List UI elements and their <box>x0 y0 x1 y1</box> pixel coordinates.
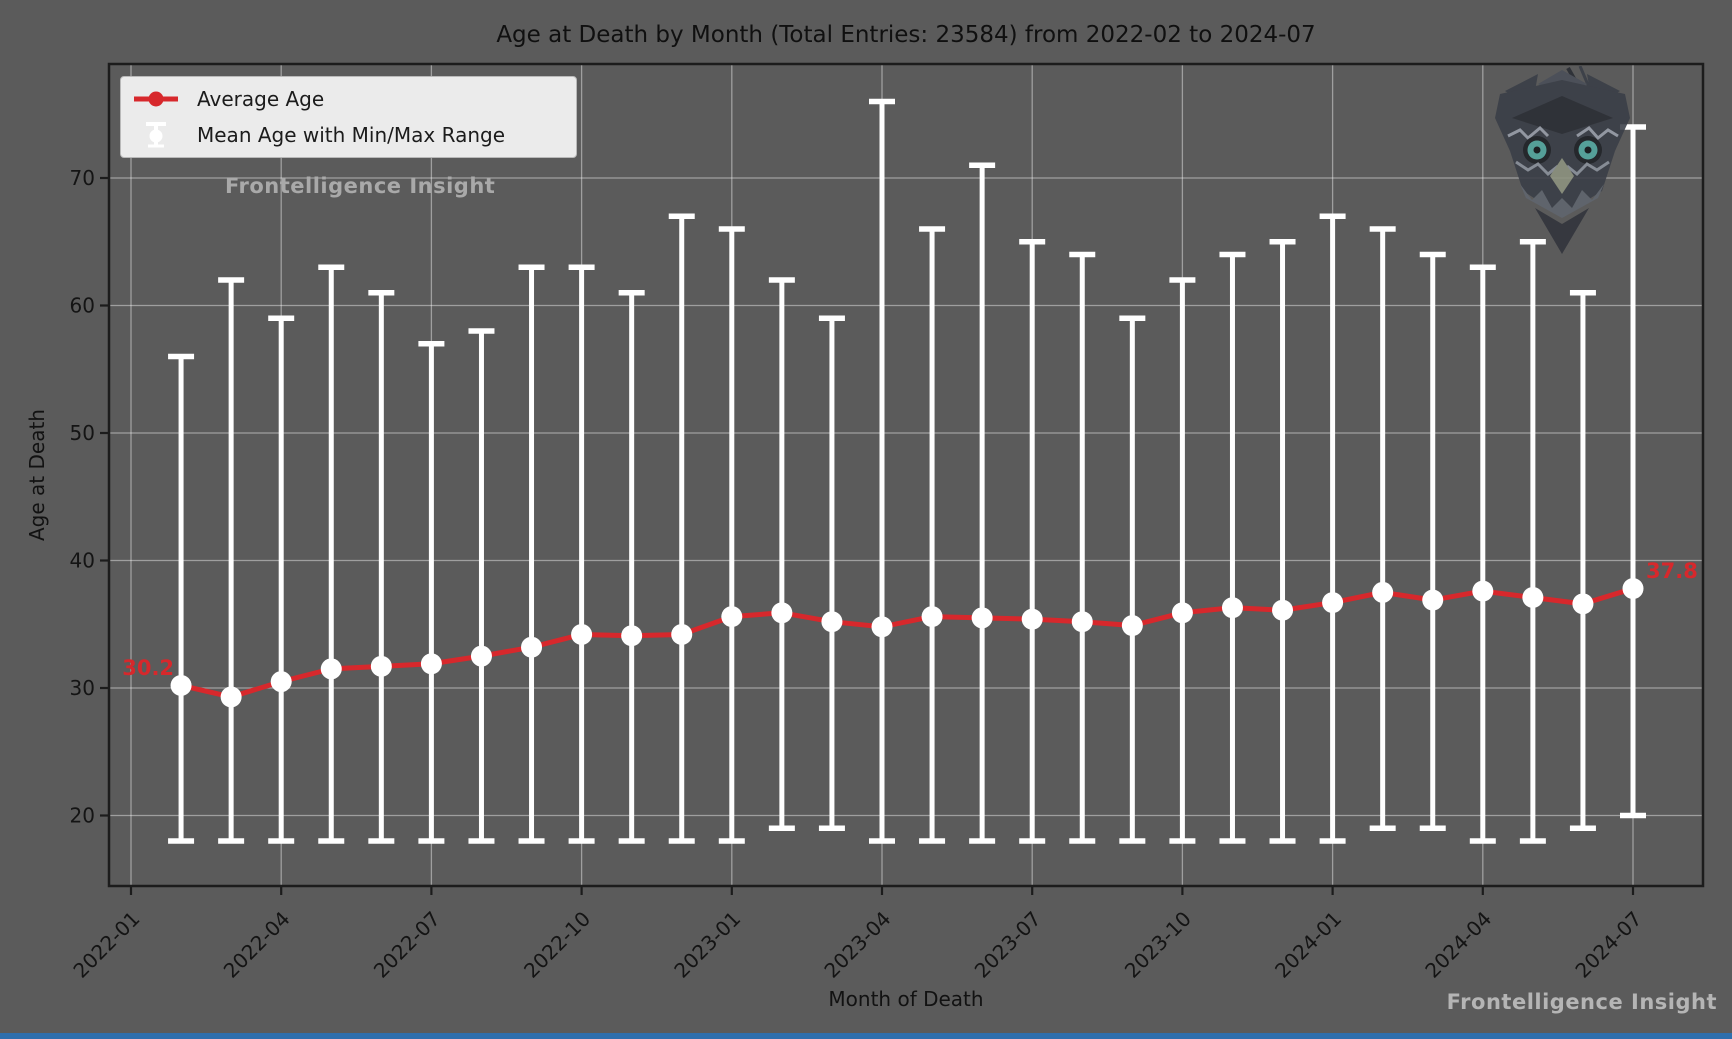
x-tick-label: 2023-07 <box>970 907 1046 983</box>
x-tick-label: 2024-01 <box>1270 907 1346 983</box>
x-tick-label: 2022-07 <box>369 907 445 983</box>
x-tick-label: 2023-01 <box>669 907 745 983</box>
y-tick-label: 30 <box>70 676 95 700</box>
first-point-annotation: 30.2 <box>122 656 174 680</box>
y-tick-label: 20 <box>70 804 95 828</box>
x-tick-label: 2023-10 <box>1120 907 1196 983</box>
y-tick-label: 60 <box>70 294 95 318</box>
annotations: 30.2 37.8 <box>122 559 1698 680</box>
y-tick-label: 40 <box>70 549 95 573</box>
y-tick-label: 70 <box>70 166 95 190</box>
watermark-top-left: Frontelligence Insight <box>225 174 496 198</box>
tick-marks <box>100 176 1635 895</box>
mean-markers <box>170 578 1644 708</box>
x-tick-label: 2022-04 <box>219 907 295 983</box>
average-age-line <box>178 586 1636 700</box>
white-errorbar-icon <box>146 122 166 148</box>
y-axis-label: Age at Death <box>25 409 49 541</box>
red-line-dot-icon <box>134 91 178 107</box>
plot-border <box>107 62 1705 888</box>
x-tick-label: 2024-07 <box>1570 907 1646 983</box>
watermark-bottom-right: Frontelligence Insight <box>1446 990 1717 1014</box>
errorbars <box>168 98 1647 844</box>
legend-item-average-age: Average Age <box>131 82 566 116</box>
legend-label: Average Age <box>197 87 325 111</box>
y-tick-label: 50 <box>70 421 95 445</box>
legend-label: Mean Age with Min/Max Range <box>197 123 505 147</box>
legend: Average Age Mean Age with Min/Max Range <box>120 76 577 158</box>
x-tick-label: 2023-04 <box>819 907 895 983</box>
x-tick-label: 2024-04 <box>1420 907 1496 983</box>
x-tick-label: 2022-10 <box>519 907 595 983</box>
x-axis-label: Month of Death <box>828 987 984 1011</box>
x-tick-label: 2022-01 <box>68 907 144 983</box>
bottom-blue-strip <box>0 1033 1732 1039</box>
chart-title: Age at Death by Month (Total Entries: 23… <box>496 22 1316 48</box>
tick-labels: 20 30 40 50 60 70 2022-01 2022-04 2022-07 2022-10… <box>68 166 1646 983</box>
last-point-annotation: 37.8 <box>1646 559 1698 583</box>
legend-item-minmax-range: Mean Age with Min/Max Range <box>131 118 566 152</box>
